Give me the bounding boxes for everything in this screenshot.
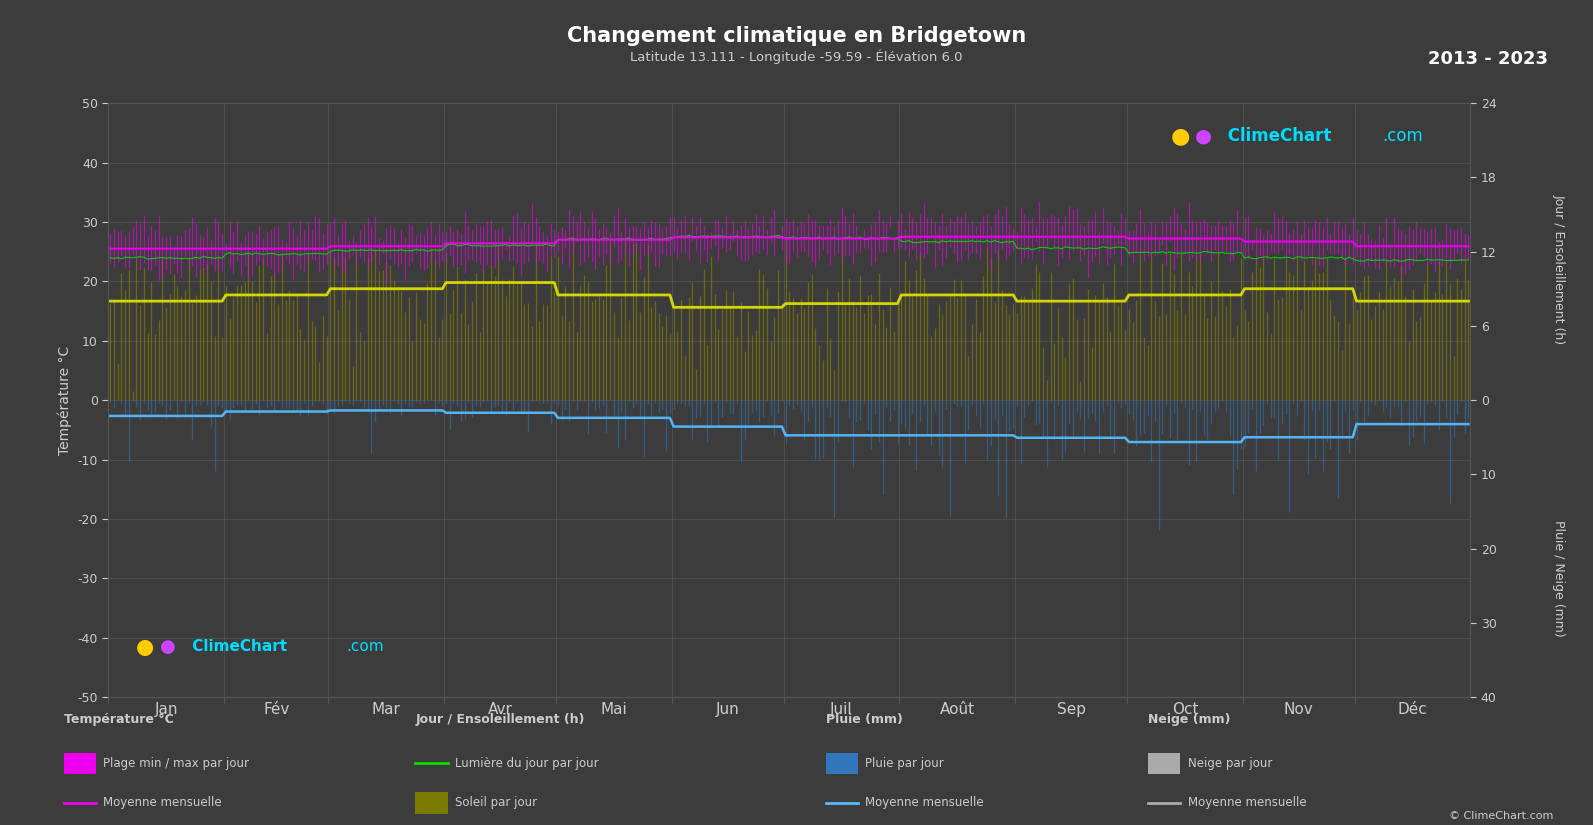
Text: 2013 - 2023: 2013 - 2023 <box>1429 50 1548 68</box>
Text: Pluie / Neige (mm): Pluie / Neige (mm) <box>1552 520 1566 637</box>
Text: Pluie (mm): Pluie (mm) <box>825 713 903 726</box>
Text: Moyenne mensuelle: Moyenne mensuelle <box>865 796 984 809</box>
Text: ●: ● <box>1195 126 1212 145</box>
Text: Lumière du jour par jour: Lumière du jour par jour <box>456 757 599 770</box>
Bar <box>1149 752 1180 774</box>
Bar <box>825 752 859 774</box>
Text: ClimeChart: ClimeChart <box>188 639 287 654</box>
Text: .com: .com <box>1381 127 1423 145</box>
Text: ●: ● <box>159 638 175 656</box>
Text: Moyenne mensuelle: Moyenne mensuelle <box>104 796 221 809</box>
Text: Moyenne mensuelle: Moyenne mensuelle <box>1188 796 1306 809</box>
Bar <box>416 792 448 813</box>
Text: Plage min / max par jour: Plage min / max par jour <box>104 757 249 770</box>
Text: .com: .com <box>347 639 384 654</box>
Text: Jour / Ensoleillement (h): Jour / Ensoleillement (h) <box>1552 195 1566 345</box>
Text: Pluie par jour: Pluie par jour <box>865 757 945 770</box>
Text: Température °C: Température °C <box>64 713 174 726</box>
Text: ClimeChart: ClimeChart <box>1222 127 1332 145</box>
Text: Soleil par jour: Soleil par jour <box>456 796 537 809</box>
Text: © ClimeChart.com: © ClimeChart.com <box>1448 811 1553 821</box>
Y-axis label: Température °C: Température °C <box>57 346 72 455</box>
Text: Latitude 13.111 - Longitude -59.59 - Élévation 6.0: Latitude 13.111 - Longitude -59.59 - Élé… <box>631 50 962 64</box>
Text: Neige (mm): Neige (mm) <box>1149 713 1231 726</box>
Text: ●: ● <box>135 637 155 657</box>
Text: Jour / Ensoleillement (h): Jour / Ensoleillement (h) <box>416 713 585 726</box>
Text: ●: ● <box>1171 125 1190 146</box>
Text: Neige par jour: Neige par jour <box>1188 757 1273 770</box>
Bar <box>64 752 96 774</box>
Text: Changement climatique en Bridgetown: Changement climatique en Bridgetown <box>567 26 1026 46</box>
